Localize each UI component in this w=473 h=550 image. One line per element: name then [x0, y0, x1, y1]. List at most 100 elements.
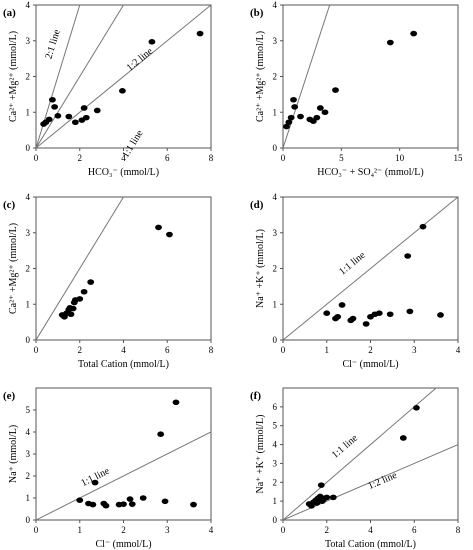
data-point — [410, 30, 418, 37]
data-point — [317, 482, 325, 488]
data-point — [362, 321, 370, 327]
y-tick-label: 3 — [26, 449, 31, 459]
data-point — [87, 279, 95, 285]
data-point — [399, 435, 407, 441]
data-point — [157, 431, 165, 438]
y-tick-label: 6 — [273, 402, 278, 412]
x-tick-label: 2 — [78, 153, 83, 163]
x-tick-label: 2 — [325, 525, 330, 535]
data-point — [54, 113, 62, 119]
y-tick-label: 5 — [273, 421, 278, 431]
y-tick-label: 2 — [273, 264, 278, 274]
x-axis-label: Cl⁻ (mmol/L) — [95, 539, 151, 550]
panel-label: (c) — [3, 199, 16, 211]
y-tick-label: 1 — [273, 299, 278, 309]
data-point — [316, 105, 324, 111]
y-tick-label: 4 — [26, 192, 31, 202]
x-tick-label: 0 — [34, 525, 39, 535]
y-tick-label: 0 — [26, 515, 31, 525]
data-point — [80, 288, 88, 295]
data-point — [119, 88, 126, 94]
x-tick-label: 3 — [412, 345, 417, 355]
data-point — [287, 114, 295, 121]
y-axis-label: Ca²⁺ +Mg²⁺ (mmol/L) — [8, 223, 19, 314]
reference-line-label: 1:1 line — [337, 250, 368, 278]
reference-line-label: 1:1 line — [120, 128, 145, 160]
panel-label: (a) — [3, 7, 16, 19]
x-tick-label: 2 — [368, 345, 373, 355]
data-point — [190, 501, 197, 508]
x-tick-label: 0 — [281, 525, 286, 535]
reference-line — [36, 431, 211, 520]
data-point — [313, 114, 321, 121]
data-point — [323, 494, 331, 501]
x-tick-label: 4 — [209, 525, 214, 535]
x-tick-label: 0 — [281, 153, 286, 163]
data-point — [334, 313, 342, 320]
y-tick-label: 4 — [26, 427, 31, 437]
reference-line — [36, 5, 211, 148]
reference-line — [283, 5, 331, 148]
y-tick-label: 2 — [26, 72, 31, 82]
data-point — [406, 308, 414, 315]
x-tick-label: 0 — [281, 345, 286, 355]
y-tick-label: 3 — [273, 36, 278, 46]
reference-line-label: 2:1 line — [43, 28, 63, 61]
data-point — [139, 495, 147, 501]
y-tick-label: 2 — [273, 477, 278, 487]
y-tick-label: 4 — [26, 0, 31, 10]
y-tick-label: 0 — [26, 143, 31, 153]
data-point — [172, 399, 180, 406]
x-tick-label: 8 — [209, 345, 214, 355]
x-tick-label: 4 — [368, 525, 373, 535]
data-point — [290, 96, 297, 103]
x-tick-label: 4 — [456, 345, 461, 355]
reference-line — [36, 5, 124, 148]
data-point — [321, 109, 329, 116]
y-tick-label: 0 — [273, 335, 278, 345]
data-point — [69, 305, 77, 312]
x-tick-label: 3 — [165, 525, 170, 535]
data-point — [45, 116, 53, 123]
reference-line-label: 1:2 line — [366, 470, 399, 492]
y-axis-label: Na⁺ +K⁺ (mmol/L) — [255, 229, 266, 308]
reference-line — [283, 388, 437, 520]
data-point — [161, 498, 169, 505]
y-tick-label: 2 — [26, 471, 31, 481]
x-tick-label: 8 — [456, 525, 461, 535]
y-tick-label: 5 — [26, 405, 31, 415]
panel-label: (b) — [250, 7, 264, 19]
data-point — [338, 302, 346, 308]
data-point — [65, 113, 73, 120]
data-point — [91, 479, 99, 486]
x-tick-label: 15 — [454, 153, 464, 163]
data-point — [332, 87, 339, 93]
x-axis-label: HCO₃⁻ + SO₄²⁻ (mmol/L) — [317, 167, 423, 178]
x-axis-label: Total Cation (mmol/L) — [78, 359, 169, 370]
reference-line — [283, 197, 458, 340]
panel-label: (d) — [250, 199, 264, 211]
plot-frame — [282, 387, 459, 521]
y-tick-label: 0 — [26, 335, 31, 345]
data-point — [349, 315, 357, 322]
y-tick-label: 1 — [26, 107, 31, 117]
y-tick-label: 3 — [273, 228, 278, 238]
data-point — [76, 296, 84, 302]
data-point — [80, 105, 88, 111]
x-tick-label: 1 — [78, 525, 83, 535]
x-axis-label: Cl⁻ (mmol/L) — [342, 359, 398, 370]
y-tick-label: 2 — [273, 72, 278, 82]
data-point — [148, 39, 156, 45]
x-tick-label: 2 — [121, 525, 126, 535]
y-tick-label: 0 — [273, 143, 278, 153]
panel-label: (e) — [3, 390, 16, 402]
y-tick-label: 3 — [26, 228, 31, 238]
data-point — [120, 501, 127, 507]
x-tick-label: 6 — [165, 153, 170, 163]
y-tick-label: 3 — [273, 458, 278, 468]
data-point — [323, 310, 331, 316]
y-axis-label: Na⁺ +K⁺ (mmol/L) — [255, 415, 266, 494]
y-axis-label: Na⁺ (mmol/L) — [8, 425, 19, 483]
y-tick-label: 1 — [26, 493, 31, 503]
data-point — [126, 496, 134, 502]
